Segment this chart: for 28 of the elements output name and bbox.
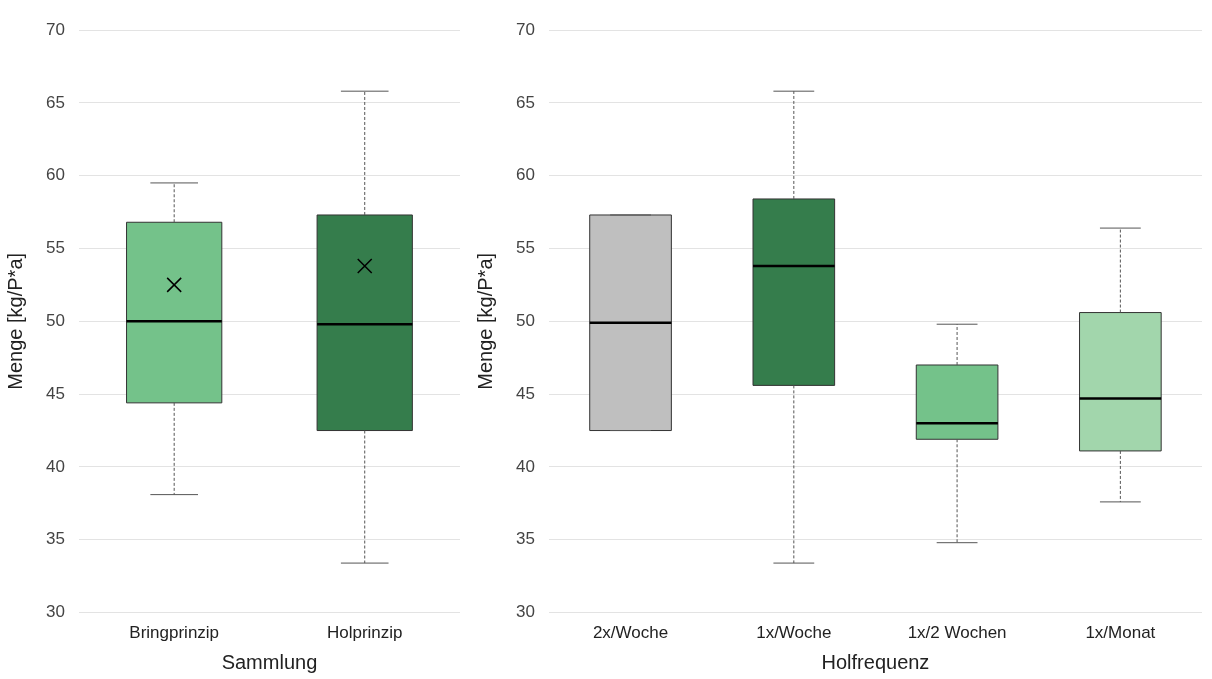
y-tick-label: 65 <box>515 92 535 112</box>
y-tick-label: 70 <box>515 19 535 39</box>
y-tick-label: 50 <box>45 310 65 330</box>
y-tick-label: 40 <box>515 456 535 476</box>
y-tick-label: 60 <box>515 165 535 185</box>
y-tick-label: 35 <box>45 529 65 549</box>
y-tick-label: 30 <box>45 602 65 622</box>
x-tick-label: 1x/2 Wochen <box>907 623 1007 643</box>
x-tick-label: Holprinzip <box>326 623 403 643</box>
x-axis-title: Holfrequenz <box>821 650 930 673</box>
x-tick-label: Bringprinzip <box>129 623 220 643</box>
y-axis-title: Menge [kg/P*a] <box>473 252 496 390</box>
y-tick-label: 65 <box>45 92 65 112</box>
y-axis-title: Menge [kg/P*a] <box>3 252 26 390</box>
y-tick-label: 45 <box>45 383 65 403</box>
y-tick-label: 40 <box>45 456 65 476</box>
y-tick-label: 45 <box>515 383 535 403</box>
x-tick-label: 1x/Monat <box>1085 623 1156 643</box>
x-axis-title: Sammlung <box>221 650 318 673</box>
y-tick-label: 50 <box>515 310 535 330</box>
x-tick-label: 2x/Woche <box>592 623 669 643</box>
y-tick-label: 30 <box>515 602 535 622</box>
y-tick-label: 70 <box>45 19 65 39</box>
y-tick-label: 55 <box>515 238 535 258</box>
y-tick-label: 35 <box>515 529 535 549</box>
x-tick-label: 1x/Woche <box>756 623 832 643</box>
y-tick-label: 55 <box>45 238 65 258</box>
y-tick-label: 60 <box>45 165 65 185</box>
